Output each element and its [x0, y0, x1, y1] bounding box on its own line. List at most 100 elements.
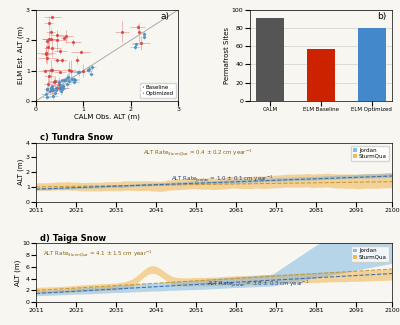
- Text: d) Taiga Snow: d) Taiga Snow: [40, 234, 106, 243]
- Point: [44, 86, 50, 92]
- Point: [88, 65, 95, 70]
- Legend: Jordan, SturmQua: Jordan, SturmQua: [351, 146, 389, 161]
- Point: [43, 50, 49, 55]
- Point: [86, 66, 92, 72]
- Text: a): a): [161, 12, 170, 21]
- Point: [46, 73, 52, 78]
- Point: [61, 36, 68, 41]
- Point: [49, 84, 56, 89]
- Point: [49, 88, 56, 93]
- Point: [44, 95, 50, 100]
- Point: [44, 86, 51, 92]
- Legend: Jordan, SturmQua: Jordan, SturmQua: [351, 246, 389, 262]
- Point: [47, 88, 53, 94]
- Point: [141, 34, 147, 40]
- Point: [54, 32, 61, 38]
- Point: [70, 40, 77, 45]
- Point: [57, 84, 64, 89]
- Point: [72, 77, 78, 83]
- Point: [57, 69, 63, 74]
- Point: [51, 90, 58, 96]
- Point: [76, 70, 82, 75]
- Text: ALT Rate$_{SturmQua}$ = 0.4 ± 0.2 cm year$^{-1}$: ALT Rate$_{SturmQua}$ = 0.4 ± 0.2 cm yea…: [143, 148, 252, 158]
- Point: [50, 87, 56, 92]
- Point: [57, 48, 64, 54]
- Point: [58, 78, 65, 83]
- Point: [51, 79, 58, 84]
- Bar: [358, 28, 386, 101]
- Point: [132, 44, 138, 49]
- Text: b): b): [377, 12, 386, 21]
- Point: [66, 67, 72, 72]
- Point: [60, 77, 67, 83]
- Point: [49, 46, 56, 51]
- Point: [64, 82, 70, 87]
- Point: [68, 68, 74, 73]
- Point: [52, 78, 58, 83]
- Point: [56, 82, 62, 87]
- Point: [60, 83, 66, 88]
- Point: [47, 29, 54, 34]
- Bar: [307, 49, 335, 101]
- Point: [66, 79, 72, 84]
- Legend: Baseline, Optimized: Baseline, Optimized: [140, 83, 176, 98]
- Point: [59, 86, 65, 92]
- Point: [74, 57, 80, 62]
- Point: [45, 45, 51, 50]
- Point: [48, 67, 54, 72]
- Y-axis label: ALT (m): ALT (m): [18, 159, 24, 185]
- Point: [45, 81, 51, 86]
- Point: [133, 42, 139, 47]
- Bar: [256, 18, 284, 101]
- Point: [49, 14, 56, 19]
- Point: [48, 85, 54, 90]
- Point: [48, 36, 54, 42]
- Point: [49, 67, 55, 72]
- Y-axis label: ALT (m): ALT (m): [14, 260, 21, 286]
- Point: [119, 29, 125, 34]
- Y-axis label: Permafrost Sites: Permafrost Sites: [224, 27, 230, 84]
- Point: [57, 85, 63, 91]
- Point: [71, 76, 78, 82]
- Point: [42, 68, 49, 73]
- Point: [56, 80, 62, 85]
- Point: [136, 30, 142, 35]
- Point: [43, 52, 49, 57]
- Point: [62, 34, 69, 39]
- Point: [56, 83, 63, 88]
- Point: [78, 49, 84, 54]
- Point: [54, 38, 60, 43]
- Point: [141, 31, 147, 36]
- Point: [75, 70, 82, 75]
- Point: [134, 24, 141, 30]
- Point: [79, 68, 86, 73]
- Point: [50, 93, 56, 98]
- Text: c) Tundra Snow: c) Tundra Snow: [40, 133, 112, 142]
- Point: [48, 85, 55, 91]
- Point: [138, 40, 144, 46]
- Point: [61, 78, 68, 83]
- Point: [54, 58, 60, 63]
- Y-axis label: ELM Est. ALT (m): ELM Est. ALT (m): [18, 26, 24, 84]
- Point: [60, 86, 67, 91]
- Point: [60, 83, 66, 88]
- Point: [58, 88, 64, 93]
- Point: [65, 75, 72, 80]
- Text: ALT Rate$_{Jordan}$ = 1.0 ± 0.1 cm year$^{-1}$: ALT Rate$_{Jordan}$ = 1.0 ± 0.1 cm year$…: [171, 174, 274, 185]
- Point: [88, 71, 94, 76]
- Point: [70, 80, 77, 85]
- Point: [69, 76, 75, 82]
- X-axis label: CALM Obs. ALT (m): CALM Obs. ALT (m): [74, 114, 140, 120]
- Point: [46, 36, 52, 41]
- Text: ALT Rate$_{SturmQua}$ = 4.1 ± 1.5 cm year$^{-1}$: ALT Rate$_{SturmQua}$ = 4.1 ± 1.5 cm yea…: [43, 248, 153, 259]
- Text: ALT Rate$_{Jordan}$ = 3.8 ± 0.3 cm year$^{-1}$: ALT Rate$_{Jordan}$ = 3.8 ± 0.3 cm year$…: [207, 279, 309, 290]
- Point: [58, 58, 65, 63]
- Point: [45, 20, 52, 25]
- Point: [53, 88, 59, 93]
- Point: [44, 55, 50, 60]
- Point: [64, 75, 70, 80]
- Point: [44, 39, 50, 44]
- Point: [54, 85, 60, 90]
- Point: [53, 86, 60, 91]
- Point: [85, 68, 91, 73]
